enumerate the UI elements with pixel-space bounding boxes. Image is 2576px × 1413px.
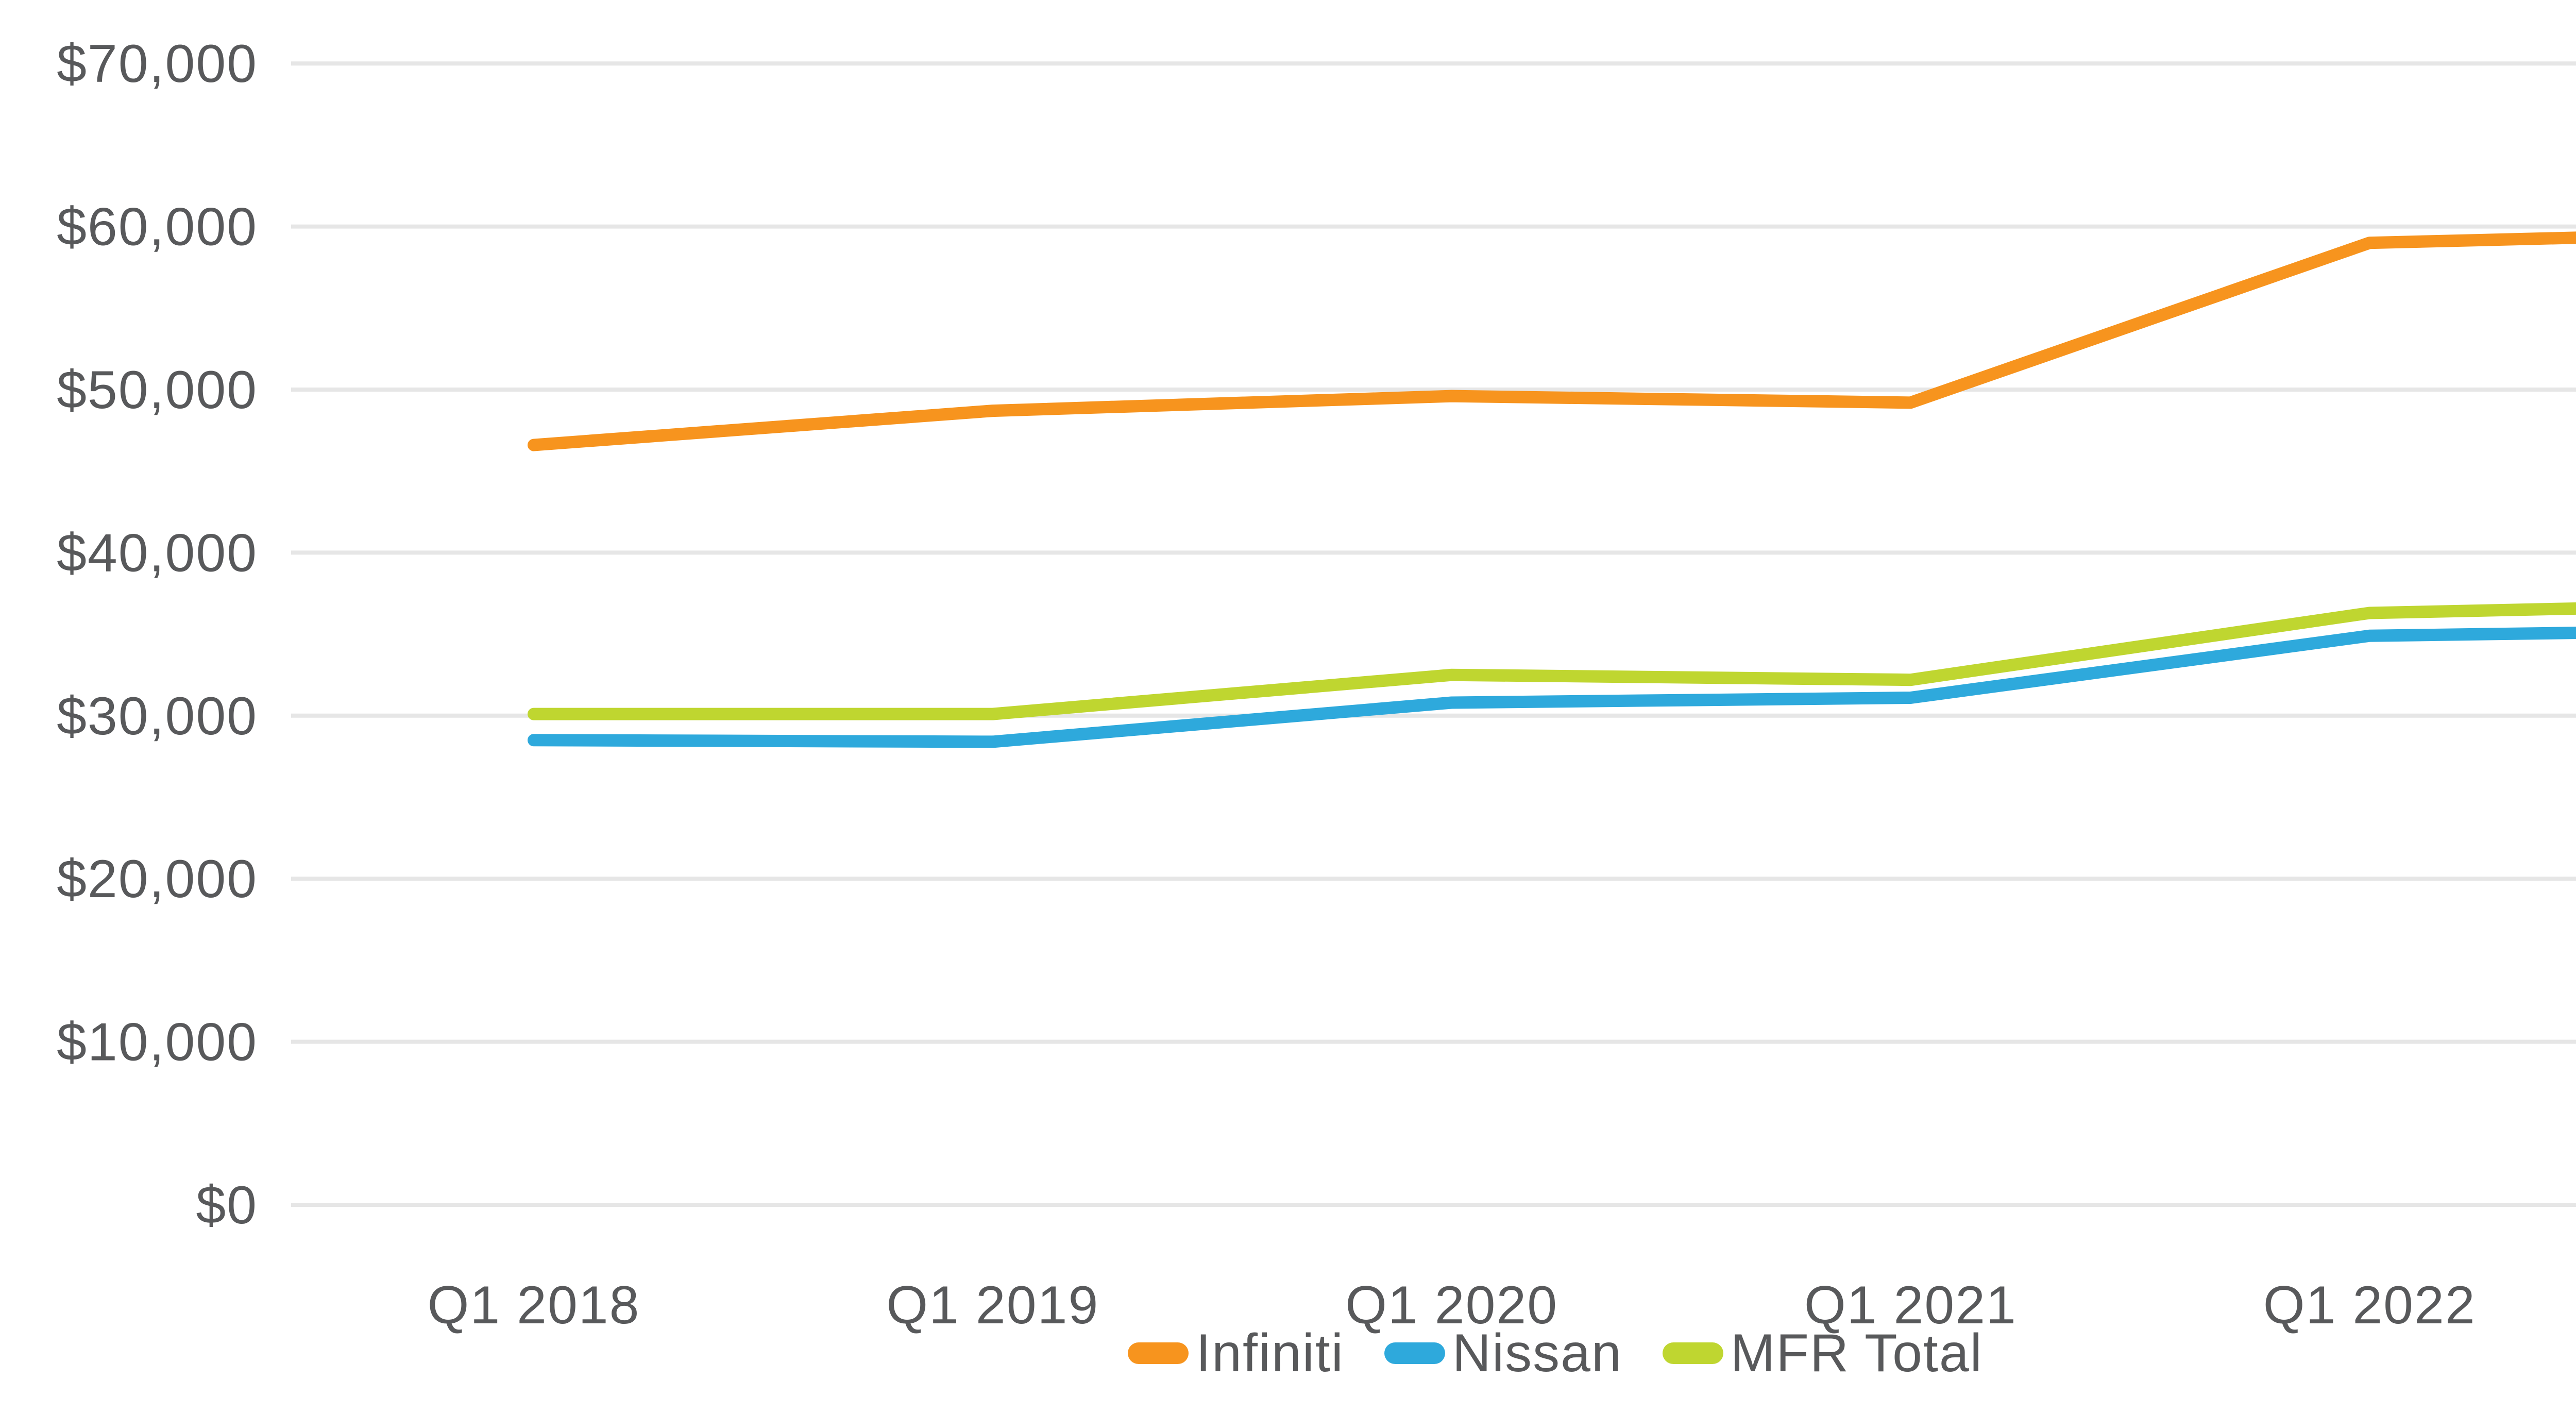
legend-label-mfr-total: MFR Total [1730,1323,1983,1383]
x-tick-label: Q1 2022 [2263,1275,2476,1335]
legend-label-infiniti: Infiniti [1196,1323,1344,1383]
y-tick-label: $40,000 [57,523,258,583]
infiniti-swatch-icon [1128,1342,1189,1364]
y-tick-label: $20,000 [57,849,258,909]
y-tick-label: $70,000 [57,34,258,94]
mfr-total-swatch-icon [1662,1342,1723,1364]
series-line-mfr-total[interactable] [528,602,2576,720]
x-tick-label: Q1 2019 [886,1275,1099,1335]
y-tick-label: $10,000 [57,1013,258,1072]
legend: Infiniti Nissan MFR Total [0,1322,2576,1384]
y-tick-label: $60,000 [57,197,258,257]
legend-item-mfr-total[interactable]: MFR Total [1662,1323,1983,1384]
x-tick-label: Q1 2021 [1804,1275,2017,1335]
nissan-swatch-icon [1384,1342,1445,1364]
x-tick-label: Q1 2020 [1345,1275,1558,1335]
y-tick-label: $0 [196,1175,258,1235]
legend-item-nissan[interactable]: Nissan [1384,1323,1622,1384]
y-axis-labels: $0 $10,000 $20,000 $30,000 $40,000 $50,000 $60… [57,34,258,1235]
series-line-nissan[interactable] [528,627,2576,748]
y-tick-label: $30,000 [57,686,258,746]
legend-item-infiniti[interactable]: Infiniti [1128,1323,1344,1384]
series-lines [528,231,2576,748]
legend-label-nissan: Nissan [1452,1323,1622,1383]
x-tick-label: Q1 2018 [428,1275,640,1335]
y-tick-label: $50,000 [57,360,258,420]
series-line-infiniti[interactable] [528,231,2576,451]
